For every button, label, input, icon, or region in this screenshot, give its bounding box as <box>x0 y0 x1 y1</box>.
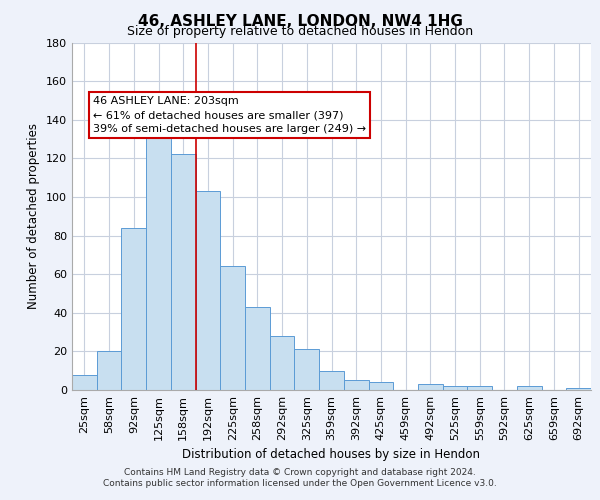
Text: 46, ASHLEY LANE, LONDON, NW4 1HG: 46, ASHLEY LANE, LONDON, NW4 1HG <box>137 14 463 29</box>
Bar <box>295 350 319 390</box>
Bar <box>517 386 542 390</box>
X-axis label: Distribution of detached houses by size in Hendon: Distribution of detached houses by size … <box>182 448 481 462</box>
Text: Size of property relative to detached houses in Hendon: Size of property relative to detached ho… <box>127 25 473 38</box>
Bar <box>368 382 393 390</box>
Y-axis label: Number of detached properties: Number of detached properties <box>28 123 40 309</box>
Bar <box>121 228 146 390</box>
Bar <box>146 132 171 390</box>
Bar <box>171 154 196 390</box>
Bar <box>344 380 368 390</box>
Bar <box>467 386 492 390</box>
Bar <box>72 374 97 390</box>
Bar <box>319 370 344 390</box>
Text: 46 ASHLEY LANE: 203sqm
← 61% of detached houses are smaller (397)
39% of semi-de: 46 ASHLEY LANE: 203sqm ← 61% of detached… <box>93 96 366 134</box>
Bar <box>220 266 245 390</box>
Bar <box>196 191 220 390</box>
Bar <box>97 352 121 390</box>
Bar <box>245 307 270 390</box>
Bar <box>270 336 295 390</box>
Bar <box>443 386 467 390</box>
Bar <box>418 384 443 390</box>
Text: Contains HM Land Registry data © Crown copyright and database right 2024.
Contai: Contains HM Land Registry data © Crown c… <box>103 468 497 487</box>
Bar <box>566 388 591 390</box>
